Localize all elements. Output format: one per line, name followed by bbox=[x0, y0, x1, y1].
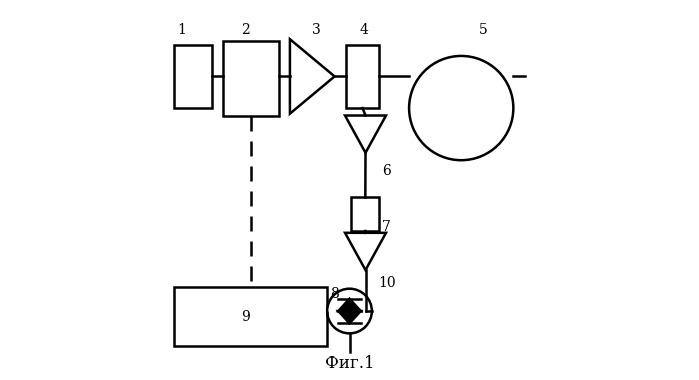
Text: 7: 7 bbox=[382, 220, 391, 234]
Text: 6: 6 bbox=[382, 165, 391, 178]
Circle shape bbox=[327, 289, 372, 333]
Text: 10: 10 bbox=[378, 276, 396, 290]
Polygon shape bbox=[345, 233, 386, 270]
Polygon shape bbox=[290, 39, 335, 114]
Polygon shape bbox=[338, 311, 361, 323]
Bar bbox=[175, 45, 212, 108]
Polygon shape bbox=[345, 116, 386, 153]
Text: 1: 1 bbox=[178, 23, 187, 37]
Polygon shape bbox=[338, 299, 361, 311]
Text: 4: 4 bbox=[360, 23, 369, 37]
Text: 5: 5 bbox=[480, 23, 488, 37]
Bar bbox=[346, 45, 380, 108]
Text: 2: 2 bbox=[241, 23, 250, 37]
Bar bbox=[352, 198, 380, 231]
Text: Фиг.1: Фиг.1 bbox=[325, 355, 374, 372]
Text: 3: 3 bbox=[312, 23, 320, 37]
Text: 8: 8 bbox=[330, 287, 339, 301]
Bar bbox=[175, 287, 327, 347]
Bar bbox=[223, 41, 279, 116]
Text: 9: 9 bbox=[241, 310, 250, 324]
Circle shape bbox=[409, 56, 513, 160]
